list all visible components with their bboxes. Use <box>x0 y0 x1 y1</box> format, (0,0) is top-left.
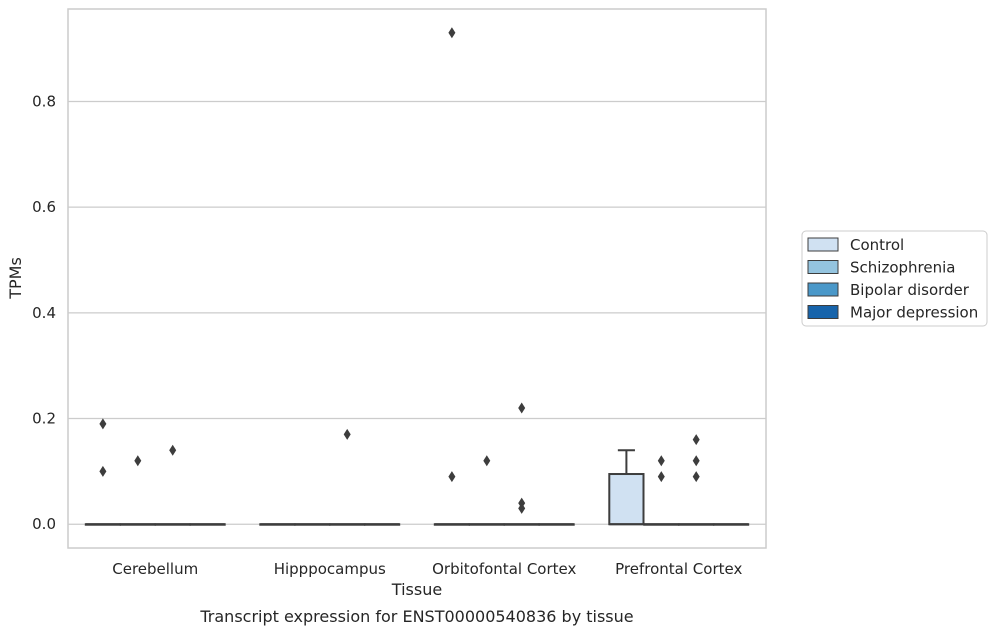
y-tick-label: 0.2 <box>32 410 56 428</box>
box-group <box>259 523 296 526</box>
box-group <box>154 444 191 526</box>
outlier-point <box>134 455 142 467</box>
x-axis-ticks: Cerebellum Hipppocampus Orbitofontal Corte… <box>112 560 742 578</box>
box-group <box>329 428 366 526</box>
box-group <box>84 418 122 526</box>
plot-frame <box>67 8 767 549</box>
x-tick-label: Orbitofontal Cortex <box>432 560 576 578</box>
box-body <box>608 473 645 526</box>
box-marks <box>84 27 750 526</box>
box-group <box>119 455 156 526</box>
legend: Control Schizophrenia Bipolar disorder Majo… <box>801 230 988 327</box>
outlier-point <box>448 27 456 39</box>
x-tick-label: Cerebellum <box>112 560 198 578</box>
y-axis-ticks: 0.0 0.2 0.4 0.6 0.8 <box>32 92 56 533</box>
outlier-point <box>692 434 700 446</box>
legend-swatch <box>807 305 839 319</box>
legend-swatch <box>807 260 839 274</box>
outlier-point <box>99 418 107 430</box>
outlier-point <box>343 428 351 440</box>
legend-label: Schizophrenia <box>850 259 955 277</box>
y-axis-title: TPMs <box>6 257 25 300</box>
box-group <box>294 523 331 526</box>
box-group <box>189 523 226 526</box>
outlier-point <box>518 402 526 414</box>
outlier-point <box>692 471 700 483</box>
x-axis-title: Tissue <box>391 580 442 599</box>
legend-swatch <box>807 282 839 297</box>
outlier-point <box>169 444 177 456</box>
outlier-point <box>518 502 526 514</box>
chart-title: Transcript expression for ENST0000054083… <box>199 607 633 626</box>
y-tick-label: 0.0 <box>32 515 56 533</box>
box-group <box>712 523 750 526</box>
x-tick-label: Hipppocampus <box>274 560 386 578</box>
box-group <box>538 523 575 526</box>
outlier-point <box>657 471 665 483</box>
legend-label: Control <box>850 236 904 254</box>
outlier-point <box>657 455 665 467</box>
outlier-point <box>99 465 107 477</box>
y-tick-label: 0.8 <box>32 92 56 110</box>
box-group <box>363 523 401 526</box>
box-group <box>503 402 540 526</box>
y-tick-label: 0.6 <box>32 198 56 216</box>
legend-label: Bipolar disorder <box>850 281 970 299</box>
legend-label: Major depression <box>850 304 978 322</box>
y-tick-label: 0.4 <box>32 304 56 322</box>
legend-swatch <box>807 237 839 252</box>
outlier-point <box>692 455 700 467</box>
legend-frame <box>801 230 988 327</box>
box-group <box>643 455 680 526</box>
outlier-point <box>448 471 456 483</box>
box-group <box>608 449 645 526</box>
outlier-point <box>483 455 491 467</box>
box-group <box>468 455 505 526</box>
box-group <box>678 434 715 526</box>
x-tick-label: Prefrontal Cortex <box>615 560 742 578</box>
